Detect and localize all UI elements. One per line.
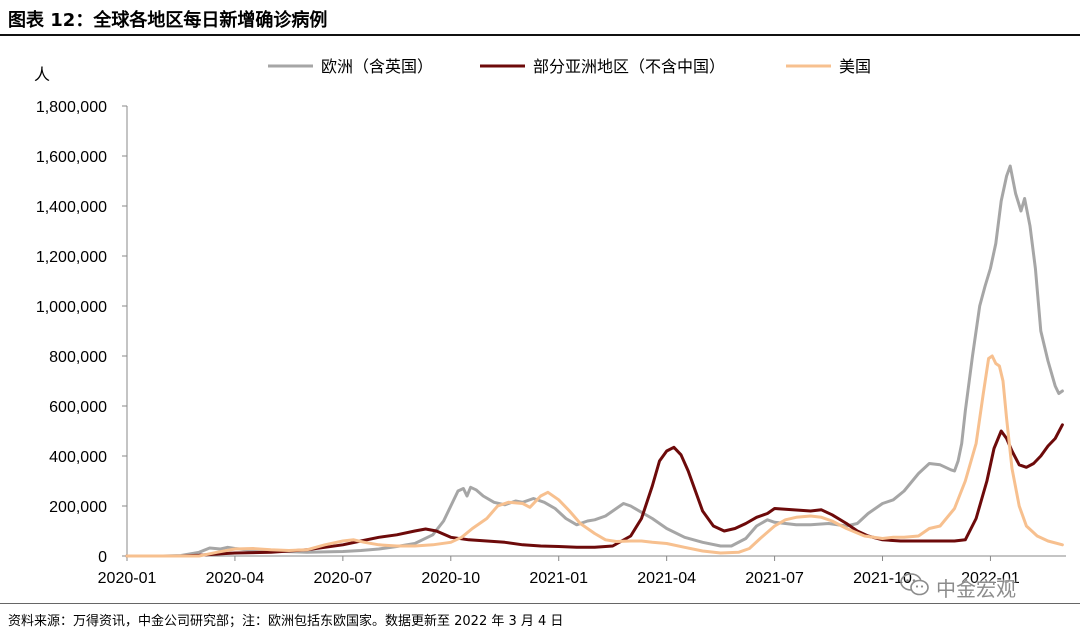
y-tick-label: 1,600,000 bbox=[36, 149, 107, 166]
x-tick-label: 2020-10 bbox=[421, 570, 480, 587]
legend-label: 欧洲（含英国） bbox=[321, 58, 433, 76]
y-axis-ticks: 0 200,000 400,000 600,000 800,000 1,000,000 1,… bbox=[36, 99, 127, 566]
legend-label: 美国 bbox=[839, 58, 871, 76]
legend-label: 部分亚洲地区（不含中国） bbox=[533, 58, 725, 76]
series-line-1 bbox=[125, 423, 1064, 558]
y-tick-label: 200,000 bbox=[49, 499, 107, 516]
title-divider bbox=[0, 34, 1080, 36]
y-tick-label: 1,800,000 bbox=[36, 99, 107, 116]
y-tick-label: 1,000,000 bbox=[36, 299, 107, 316]
x-tick-label: 2021-10 bbox=[853, 570, 912, 587]
y-tick-label: 1,200,000 bbox=[36, 249, 107, 266]
wechat-icon bbox=[900, 572, 930, 602]
series-line-2 bbox=[125, 354, 1064, 558]
y-tick-label: 400,000 bbox=[49, 449, 107, 466]
series-line-0 bbox=[125, 164, 1064, 558]
x-tick-label: 2021-01 bbox=[529, 570, 588, 587]
figure-title: 图表 12：全球各地区每日新增确诊病例 bbox=[8, 10, 328, 31]
x-tick-label: 2021-04 bbox=[637, 570, 696, 587]
x-tick-label: 2021-07 bbox=[745, 570, 804, 587]
watermark: 中金宏观 bbox=[900, 570, 1060, 604]
y-tick-label: 1,400,000 bbox=[36, 199, 107, 216]
y-tick-label: 600,000 bbox=[49, 399, 107, 416]
y-tick-label: 800,000 bbox=[49, 349, 107, 366]
x-tick-label: 2022-01 bbox=[961, 570, 1020, 587]
chart-legend: 欧洲（含英国） 部分亚洲地区（不含中国） 美国 bbox=[268, 58, 871, 76]
x-tick-label: 2020-01 bbox=[98, 570, 157, 587]
x-tick-label: 2020-07 bbox=[314, 570, 373, 587]
y-axis-unit-label: 人 bbox=[34, 66, 50, 84]
source-note: 资料来源：万得资讯，中金公司研究部；注：欧洲包括东欧国家。数据更新至 2022 … bbox=[8, 614, 564, 629]
line-chart: 欧洲（含英国） 部分亚洲地区（不含中国） 美国 人 0 200,000 400,000 6… bbox=[34, 58, 1066, 587]
footer-divider bbox=[0, 603, 1080, 604]
watermark-text: 中金宏观 bbox=[936, 576, 1016, 601]
x-tick-label: 2020-04 bbox=[206, 570, 265, 587]
series-lines bbox=[125, 164, 1064, 558]
y-tick-label: 0 bbox=[98, 549, 107, 566]
x-axis-ticks: 2020-01 2020-04 2020-07 2020-10 2021-01 2021-… bbox=[98, 556, 1020, 587]
